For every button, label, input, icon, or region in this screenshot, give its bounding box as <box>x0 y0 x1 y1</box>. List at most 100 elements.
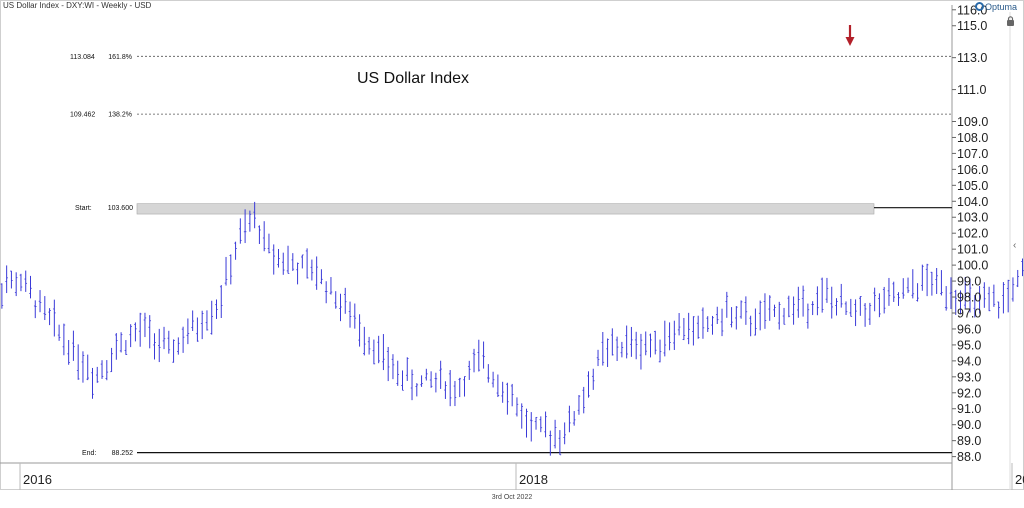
price-bar <box>167 330 171 354</box>
price-bar <box>768 295 772 321</box>
price-bar <box>415 383 419 397</box>
price-bar <box>477 339 481 372</box>
price-bar <box>281 252 285 275</box>
price-bar <box>453 380 457 407</box>
panel-collapse-icon[interactable]: ‹ <box>1013 240 1017 251</box>
price-bar <box>806 303 810 329</box>
price-bar <box>706 316 710 332</box>
price-bar <box>86 354 90 381</box>
price-bar <box>229 254 233 285</box>
price-bar <box>663 320 667 357</box>
price-bar <box>987 286 991 312</box>
price-bar <box>801 285 805 317</box>
price-bar <box>110 347 113 373</box>
price-bar <box>320 269 323 285</box>
price-bar <box>172 339 175 363</box>
x-tick-label: 2020 <box>1015 472 1024 487</box>
start-value: 103.600 <box>108 205 133 212</box>
price-bar <box>916 283 919 302</box>
price-bar <box>57 324 61 341</box>
price-bar <box>539 416 543 433</box>
price-bar <box>353 303 357 329</box>
price-bar <box>100 360 104 379</box>
price-bar <box>730 307 733 328</box>
y-tick-label: 103.0 <box>957 211 988 225</box>
price-bar <box>162 326 166 350</box>
y-axis: 116.0115.0113.0111.0109.0108.0107.0106.0… <box>952 3 988 464</box>
price-bar <box>763 293 767 329</box>
price-bar <box>434 372 438 393</box>
price-bar <box>758 300 762 331</box>
price-bar <box>630 326 633 357</box>
price-bar <box>358 314 361 347</box>
price-bar <box>563 422 566 445</box>
price-bar <box>558 430 562 456</box>
price-bar <box>859 296 862 316</box>
optuma-logo-icon <box>975 2 984 11</box>
price-bar <box>634 331 638 360</box>
x-axis: 2016201820202022 <box>19 463 1024 490</box>
price-bar <box>911 269 915 299</box>
price-bar <box>1006 279 1010 313</box>
price-bar <box>930 271 934 296</box>
price-bar <box>959 290 962 314</box>
price-bar <box>744 296 748 325</box>
price-bar <box>301 254 304 269</box>
price-bar <box>67 340 70 365</box>
price-bar <box>735 306 738 330</box>
price-bar <box>439 360 442 389</box>
price-bar <box>553 419 557 449</box>
brand-logo: Optuma <box>975 2 1017 12</box>
price-bar <box>887 277 891 306</box>
price-bar <box>549 430 552 456</box>
price-bar <box>954 289 958 315</box>
price-bar <box>1002 282 1005 314</box>
price-bar <box>720 308 724 337</box>
price-bar <box>835 298 838 316</box>
price-bar <box>792 296 795 325</box>
price-bar <box>277 248 280 268</box>
price-bar <box>992 284 996 307</box>
price-bar <box>682 317 686 341</box>
price-bar <box>43 296 47 321</box>
price-bar <box>615 336 619 361</box>
fib-138-pct: 138.2% <box>108 112 132 119</box>
lock-icon[interactable] <box>1006 16 1015 26</box>
price-bar <box>81 351 85 383</box>
y-tick-label: 89.0 <box>957 434 981 448</box>
price-bar <box>510 383 514 407</box>
price-bar <box>487 364 490 383</box>
price-bar <box>906 277 910 294</box>
y-tick-label: 101.0 <box>957 243 988 257</box>
price-bar <box>639 333 643 370</box>
price-bar <box>820 277 824 313</box>
price-bar <box>91 367 94 399</box>
price-bar <box>572 411 576 426</box>
price-bar <box>944 286 948 311</box>
price-bar <box>24 270 28 292</box>
price-bar <box>429 371 433 388</box>
price-bar <box>897 292 900 306</box>
price-bar <box>410 369 414 401</box>
price-bar <box>253 201 256 229</box>
price-bar <box>587 371 590 398</box>
y-tick-label: 90.0 <box>957 418 981 432</box>
price-bar <box>544 411 547 438</box>
price-bar <box>367 336 371 355</box>
y-tick-label: 88.0 <box>957 450 981 464</box>
price-bar <box>925 263 929 297</box>
price-bar <box>968 278 972 313</box>
price-bar <box>386 346 390 382</box>
price-bar <box>76 344 80 380</box>
end-label: End: <box>82 450 96 457</box>
price-bar <box>467 360 471 380</box>
price-bar <box>138 312 142 347</box>
y-tick-label: 95.0 <box>957 338 981 352</box>
price-bar <box>754 308 757 336</box>
price-bar <box>997 301 1000 319</box>
price-bar <box>625 325 628 359</box>
price-bar <box>153 333 156 360</box>
x-tick-label: 2016 <box>23 472 52 487</box>
price-bar <box>115 333 118 360</box>
price-bar <box>14 272 18 297</box>
